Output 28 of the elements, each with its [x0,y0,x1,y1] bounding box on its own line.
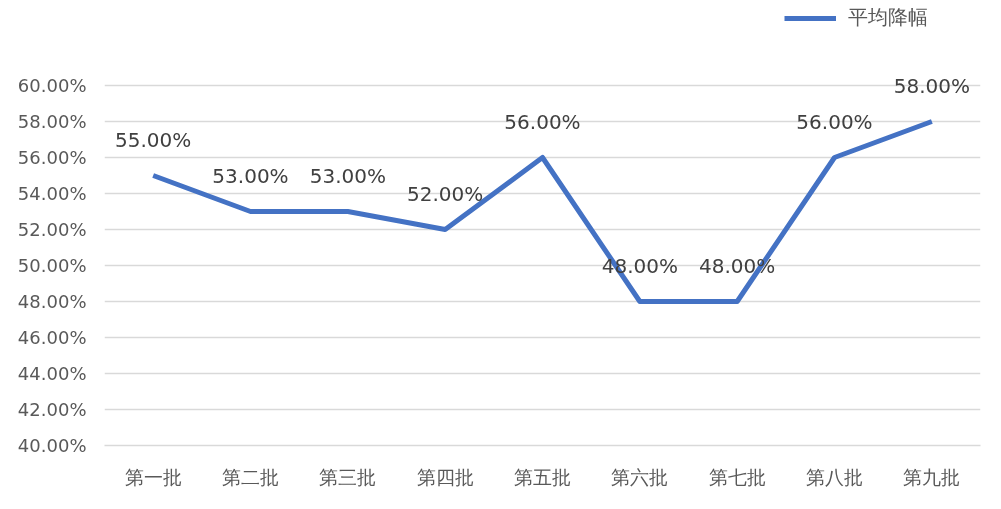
x-tick-label: 第七批 [708,465,766,488]
x-tick-label: 第三批 [319,465,377,488]
y-tick-label: 52.00% [17,219,87,240]
data-label: 52.00% [407,181,484,206]
data-label: 56.00% [796,109,873,134]
data-label: 53.00% [212,163,289,188]
y-tick-label: 40.00% [17,435,87,456]
legend-label: 平均降幅 [848,4,928,31]
y-tick-label: 60.00% [17,75,87,96]
x-tick-label: 第二批 [222,465,279,488]
data-label: 53.00% [309,163,386,188]
y-tick-label: 46.00% [17,327,87,348]
data-label: 56.00% [504,109,581,134]
x-tick-label: 第五批 [514,465,571,488]
data-label: 58.00% [893,73,970,98]
x-tick-label: 第九批 [903,465,961,488]
y-tick-label: 54.00% [17,183,87,204]
y-tick-label: 50.00% [17,255,87,276]
y-tick-label: 42.00% [17,399,87,420]
x-tick-label: 第六批 [611,465,669,488]
x-tick-label: 第一批 [124,465,182,488]
y-tick-label: 44.00% [17,363,87,384]
y-tick-label: 58.00% [17,111,87,132]
x-tick-label: 第四批 [416,465,474,488]
data-label: 55.00% [115,127,192,152]
y-tick-label: 48.00% [17,291,87,312]
y-tick-label: 56.00% [17,147,87,168]
x-tick-label: 第八批 [806,465,863,488]
